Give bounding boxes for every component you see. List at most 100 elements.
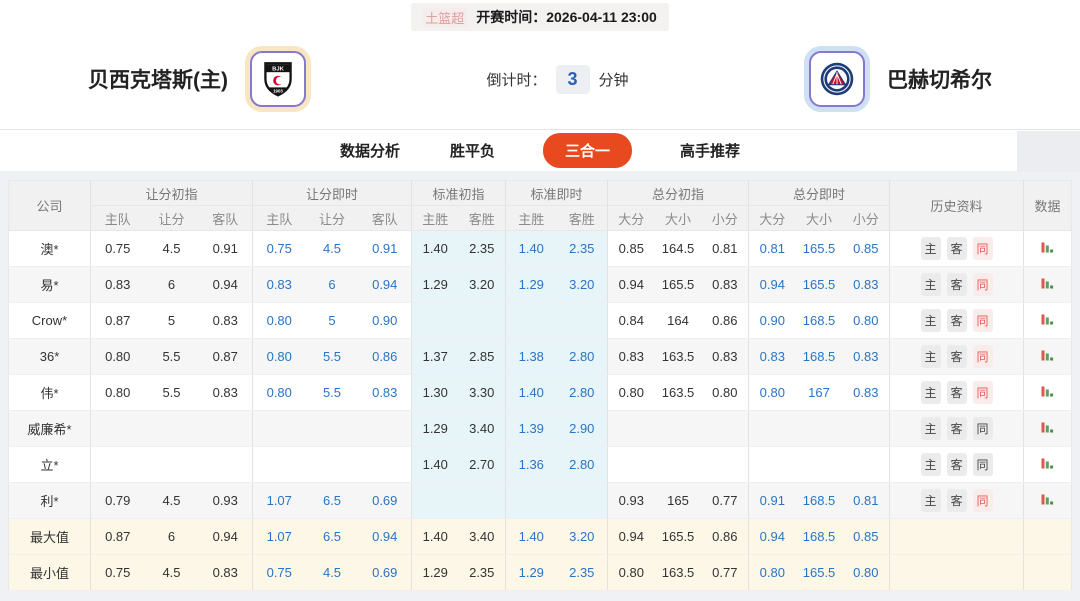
data-cell — [1023, 554, 1072, 591]
odds-cell: 0.80 — [748, 374, 796, 411]
history-same-button[interactable]: 同 — [972, 345, 993, 368]
home-team-name: 贝西克塔斯(主) — [88, 69, 228, 92]
odds-cell — [748, 446, 796, 483]
col-header-company: 公司 — [8, 180, 91, 231]
odds-cell: 0.83 — [701, 338, 749, 375]
history-home-button[interactable]: 主 — [920, 309, 941, 332]
history-cell: 主客同 — [889, 266, 1024, 303]
odds-cell: 163.5 — [654, 554, 702, 591]
odds-cell — [305, 410, 359, 447]
bar-chart-icon[interactable] — [1040, 312, 1055, 327]
bar-chart-icon[interactable] — [1040, 420, 1055, 435]
history-away-button[interactable]: 客 — [946, 237, 967, 260]
odds-cell: 165.5 — [654, 518, 702, 555]
history-home-button[interactable]: 主 — [920, 489, 941, 512]
odds-cell: 0.87 — [90, 302, 145, 339]
match-pill: 土篮超 开赛时间：2026-04-11 23:00 — [411, 3, 669, 31]
col-subheader: 主队 — [90, 205, 145, 231]
history-home-button[interactable]: 主 — [920, 453, 941, 476]
history-same-button[interactable]: 同 — [972, 273, 993, 296]
history-cell: 主客同 — [889, 230, 1024, 267]
kickoff-time: 开赛时间：2026-04-11 23:00 — [476, 9, 657, 25]
history-same-button[interactable]: 同 — [972, 381, 993, 404]
odds-table-section: 公司 让分初指 让分即时 标准初指 标准即时 总分初指 总分即时 历史资料 数据 主队 让分 客队 主队… — [0, 171, 1080, 601]
odds-cell: 167 — [795, 374, 843, 411]
odds-cell: 0.77 — [701, 554, 749, 591]
data-cell — [1023, 230, 1072, 267]
data-cell — [1023, 374, 1072, 411]
history-home-button[interactable]: 主 — [920, 417, 941, 440]
odds-cell: 5.5 — [305, 374, 359, 411]
odds-cell: 0.90 — [358, 302, 412, 339]
table-row: 36* 0.80 5.5 0.87 0.80 5.5 0.86 1.37 2.85 1.38 2.8… — [8, 338, 1072, 375]
odds-cell: 0.85 — [842, 230, 890, 267]
history-same-button[interactable]: 同 — [972, 237, 993, 260]
odds-cell: 1.29 — [505, 554, 557, 591]
bar-chart-icon[interactable] — [1040, 492, 1055, 507]
odds-table-head: 公司 让分初指 让分即时 标准初指 标准即时 总分初指 总分即时 历史资料 数据 主队 让分 客队 主队… — [8, 180, 1072, 231]
history-same-button[interactable]: 同 — [972, 417, 993, 440]
bar-chart-icon[interactable] — [1040, 384, 1055, 399]
col-group-header-0: 让分初指 — [90, 180, 253, 206]
odds-cell: 163.5 — [654, 338, 702, 375]
history-same-button[interactable]: 同 — [972, 309, 993, 332]
odds-cell — [701, 410, 749, 447]
odds-cell: 163.5 — [654, 374, 702, 411]
tab-three-in-one[interactable]: 三合一 — [543, 133, 633, 168]
odds-cell: 0.85 — [607, 230, 655, 267]
company-cell: 利* — [8, 482, 91, 519]
history-away-button[interactable]: 客 — [946, 453, 967, 476]
odds-cell: 168.5 — [795, 482, 843, 519]
history-home-button[interactable]: 主 — [920, 273, 941, 296]
history-away-button[interactable]: 客 — [946, 309, 967, 332]
company-cell: 立* — [8, 446, 91, 483]
odds-cell: 6 — [144, 266, 199, 303]
odds-cell: 0.94 — [748, 266, 796, 303]
odds-cell — [411, 482, 459, 519]
odds-cell: 2.35 — [556, 554, 608, 591]
bar-chart-icon[interactable] — [1040, 348, 1055, 363]
history-away-button[interactable]: 客 — [946, 345, 967, 368]
history-home-button[interactable]: 主 — [920, 345, 941, 368]
history-cell: 主客同 — [889, 482, 1024, 519]
history-home-button[interactable]: 主 — [920, 381, 941, 404]
svg-text:BJK: BJK — [272, 67, 284, 73]
history-cell: 主客同 — [889, 302, 1024, 339]
bar-chart-icon[interactable] — [1040, 276, 1055, 291]
data-cell — [1023, 338, 1072, 375]
odds-cell: 0.94 — [358, 266, 412, 303]
odds-cell: 6 — [144, 518, 199, 555]
history-cell — [889, 518, 1024, 555]
history-away-button[interactable]: 客 — [946, 381, 967, 404]
odds-cell: 1.07 — [252, 518, 306, 555]
col-group-header-4: 总分初指 — [607, 180, 749, 206]
odds-cell: 0.80 — [252, 302, 306, 339]
col-header-history: 历史资料 — [889, 180, 1024, 231]
tab-win-draw-lose[interactable]: 胜平负 — [448, 134, 497, 167]
odds-cell: 2.35 — [458, 230, 506, 267]
history-cell: 主客同 — [889, 410, 1024, 447]
history-same-button[interactable]: 同 — [972, 453, 993, 476]
history-away-button[interactable]: 客 — [946, 273, 967, 296]
history-home-button[interactable]: 主 — [920, 237, 941, 260]
table-row: 易* 0.83 6 0.94 0.83 6 0.94 1.29 3.20 1.29 3.20 0.94… — [8, 266, 1072, 303]
history-away-button[interactable]: 客 — [946, 489, 967, 512]
tab-expert-picks[interactable]: 高手推荐 — [678, 134, 742, 167]
odds-cell: 2.80 — [556, 338, 608, 375]
odds-table: 公司 让分初指 让分即时 标准初指 标准即时 总分初指 总分即时 历史资料 数据 主队 让分 客队 主队… — [8, 180, 1073, 591]
odds-cell: 1.07 — [252, 482, 306, 519]
odds-cell: 0.91 — [748, 482, 796, 519]
countdown: 倒计时： 3 分钟 — [486, 64, 629, 94]
bar-chart-icon[interactable] — [1040, 240, 1055, 255]
odds-cell — [358, 410, 412, 447]
history-away-button[interactable]: 客 — [946, 417, 967, 440]
odds-cell: 0.69 — [358, 554, 412, 591]
odds-cell: 0.86 — [701, 518, 749, 555]
tab-data-analysis[interactable]: 数据分析 — [338, 134, 402, 167]
bar-chart-icon[interactable] — [1040, 456, 1055, 471]
col-subheader: 让分 — [305, 205, 359, 231]
history-same-button[interactable]: 同 — [972, 489, 993, 512]
odds-cell: 164.5 — [654, 230, 702, 267]
tab-bar-corner — [1017, 131, 1080, 172]
data-cell — [1023, 302, 1072, 339]
